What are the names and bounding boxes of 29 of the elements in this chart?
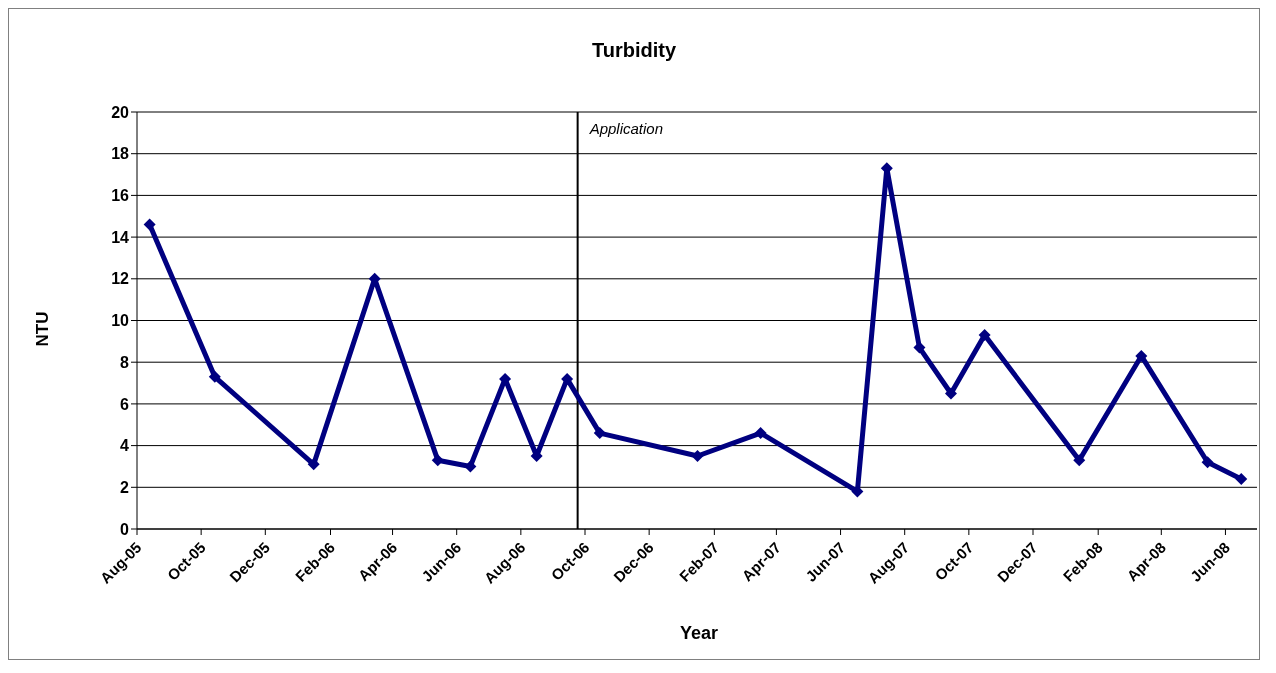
y-tick-label: 2 (120, 478, 130, 496)
y-axis-title: NTU (33, 311, 53, 347)
point (1235, 472, 1248, 485)
ref-line-label: Application (588, 120, 664, 137)
y-tick-label: 6 (120, 395, 130, 413)
point (561, 372, 574, 385)
y-tick-label: 4 (120, 437, 130, 455)
point (944, 387, 957, 400)
y-tick-label: 20 (111, 103, 130, 121)
y-tick-label: 0 (120, 520, 130, 538)
point (754, 427, 767, 440)
y-tick-label: 16 (111, 187, 130, 205)
point (1073, 454, 1086, 467)
y-tick-label: 14 (111, 228, 130, 246)
chart-title: Turbidity (590, 39, 678, 62)
point (978, 329, 991, 342)
y-tick-label: 12 (111, 270, 130, 288)
point (143, 218, 156, 231)
point (1135, 349, 1148, 362)
point (208, 370, 221, 383)
x-axis-title: Year (678, 623, 719, 644)
point (593, 427, 606, 440)
point (1201, 456, 1214, 469)
point (431, 454, 444, 467)
point (307, 458, 320, 471)
y-tick-label: 18 (111, 145, 130, 163)
y-tick-label: 8 (120, 353, 130, 371)
y-tick-label: 10 (111, 312, 130, 330)
point (691, 450, 704, 463)
